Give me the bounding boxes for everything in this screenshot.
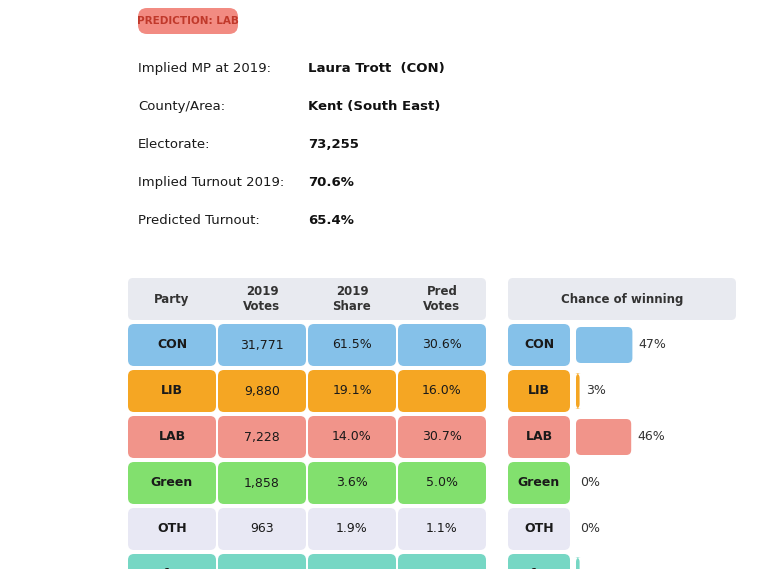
Text: 1,858: 1,858	[244, 476, 280, 489]
Text: 1.1%: 1.1%	[426, 522, 458, 535]
Text: 61.5%: 61.5%	[332, 339, 372, 352]
FancyBboxPatch shape	[218, 370, 306, 412]
FancyBboxPatch shape	[128, 416, 216, 458]
FancyBboxPatch shape	[508, 324, 570, 366]
FancyBboxPatch shape	[218, 508, 306, 550]
Text: 5.0%: 5.0%	[426, 476, 458, 489]
Text: 7,228: 7,228	[244, 431, 280, 443]
Text: 30.6%: 30.6%	[422, 339, 462, 352]
FancyBboxPatch shape	[508, 278, 736, 320]
FancyBboxPatch shape	[128, 324, 216, 366]
Text: 2019
Votes: 2019 Votes	[243, 285, 280, 313]
FancyBboxPatch shape	[508, 416, 570, 458]
FancyBboxPatch shape	[398, 370, 486, 412]
Text: 30.7%: 30.7%	[422, 431, 462, 443]
FancyBboxPatch shape	[138, 8, 238, 34]
Text: Pred
Votes: Pred Votes	[424, 285, 460, 313]
Text: Kent (South East): Kent (South East)	[308, 100, 440, 113]
FancyBboxPatch shape	[398, 508, 486, 550]
Text: LIB: LIB	[161, 385, 183, 398]
Text: 47%: 47%	[639, 339, 666, 352]
FancyBboxPatch shape	[576, 327, 633, 363]
FancyBboxPatch shape	[218, 554, 306, 569]
Text: LAB: LAB	[526, 431, 552, 443]
FancyBboxPatch shape	[508, 370, 570, 412]
Text: Implied MP at 2019:: Implied MP at 2019:	[138, 61, 271, 75]
Text: OTH: OTH	[157, 522, 187, 535]
FancyBboxPatch shape	[218, 324, 306, 366]
FancyBboxPatch shape	[398, 324, 486, 366]
FancyBboxPatch shape	[308, 554, 396, 569]
Text: 65.4%: 65.4%	[308, 213, 354, 226]
Text: Green: Green	[518, 476, 560, 489]
FancyBboxPatch shape	[508, 508, 570, 550]
Text: LIB: LIB	[528, 385, 550, 398]
FancyBboxPatch shape	[128, 554, 216, 569]
FancyBboxPatch shape	[218, 462, 306, 504]
FancyBboxPatch shape	[128, 278, 486, 320]
FancyBboxPatch shape	[308, 324, 396, 366]
Text: 3%: 3%	[586, 385, 605, 398]
Text: PREDICTION: LAB: PREDICTION: LAB	[137, 16, 239, 26]
Text: Electorate:: Electorate:	[138, 138, 210, 150]
Text: County/Area:: County/Area:	[138, 100, 225, 113]
Text: Green: Green	[151, 476, 193, 489]
Text: 16.0%: 16.0%	[422, 385, 462, 398]
Text: 2019
Share: 2019 Share	[333, 285, 372, 313]
FancyBboxPatch shape	[128, 370, 216, 412]
Text: Chance of winning: Chance of winning	[561, 292, 683, 306]
FancyBboxPatch shape	[508, 462, 570, 504]
FancyBboxPatch shape	[398, 554, 486, 569]
FancyBboxPatch shape	[128, 462, 216, 504]
Text: 31,771: 31,771	[240, 339, 284, 352]
FancyBboxPatch shape	[576, 419, 631, 455]
Text: 70.6%: 70.6%	[308, 175, 354, 188]
Text: 73,255: 73,255	[308, 138, 359, 150]
FancyBboxPatch shape	[308, 370, 396, 412]
FancyBboxPatch shape	[398, 462, 486, 504]
FancyBboxPatch shape	[128, 508, 216, 550]
FancyBboxPatch shape	[308, 508, 396, 550]
FancyBboxPatch shape	[218, 416, 306, 458]
FancyBboxPatch shape	[308, 416, 396, 458]
Text: 19.1%: 19.1%	[332, 385, 372, 398]
Text: 0%: 0%	[580, 476, 600, 489]
Text: Party: Party	[154, 292, 190, 306]
Text: 46%: 46%	[637, 431, 665, 443]
FancyBboxPatch shape	[508, 554, 570, 569]
FancyBboxPatch shape	[308, 462, 396, 504]
Text: LAB: LAB	[158, 431, 185, 443]
Text: 3.6%: 3.6%	[336, 476, 368, 489]
Text: Predicted Turnout:: Predicted Turnout:	[138, 213, 259, 226]
Text: Laura Trott  (CON): Laura Trott (CON)	[308, 61, 445, 75]
Text: 963: 963	[250, 522, 273, 535]
FancyBboxPatch shape	[575, 557, 581, 569]
Text: OTH: OTH	[524, 522, 554, 535]
Text: CON: CON	[157, 339, 187, 352]
FancyBboxPatch shape	[575, 373, 581, 409]
Text: CON: CON	[524, 339, 554, 352]
Text: 0%: 0%	[580, 522, 600, 535]
Text: 1.9%: 1.9%	[336, 522, 368, 535]
FancyBboxPatch shape	[398, 416, 486, 458]
Text: 9,880: 9,880	[244, 385, 280, 398]
Text: 14.0%: 14.0%	[332, 431, 372, 443]
Text: Implied Turnout 2019:: Implied Turnout 2019:	[138, 175, 284, 188]
